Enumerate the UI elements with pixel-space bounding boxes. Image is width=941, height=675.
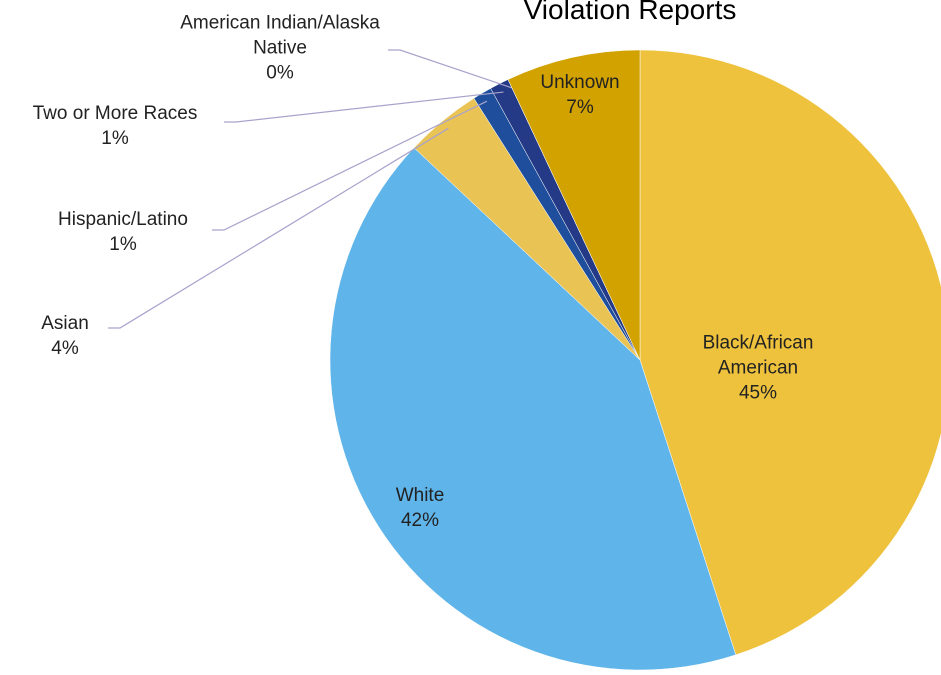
pie-slice [639,49,941,656]
category-label: Hispanic/Latino [58,209,188,230]
slice-label: Asian 4% [15,311,115,361]
category-label: Black/African American [702,332,814,379]
leader-line [108,127,449,329]
slice-label: American Indian/Alaska Native 0% [160,11,400,86]
pie-slice [329,147,737,671]
chart-title: Violation Reports [523,0,737,25]
leader-line [212,100,488,231]
leader-line [224,91,504,123]
category-label: Two or More Races [32,103,198,124]
category-label: Unknown [540,72,620,93]
category-label: Asian [41,313,89,334]
value-label: 1% [109,234,137,255]
value-label: 1% [101,128,129,149]
category-label: American Indian/Alaska Native [180,12,380,59]
slice-label: Hispanic/Latino 1% [23,207,223,257]
leader-line [388,49,513,89]
value-label: 4% [51,338,79,359]
slice-label: Black/African American 45% [678,331,838,406]
slice-label: White 42% [370,483,470,533]
value-label: 0% [266,62,294,84]
category-label: White [395,485,445,506]
value-label: 7% [566,97,594,118]
value-label: 45% [738,382,778,404]
pie-slice [507,49,641,361]
slice-label: Two or More Races 1% [0,101,235,151]
slice-label: Unknown 7% [530,70,630,120]
value-label: 42% [400,510,440,531]
